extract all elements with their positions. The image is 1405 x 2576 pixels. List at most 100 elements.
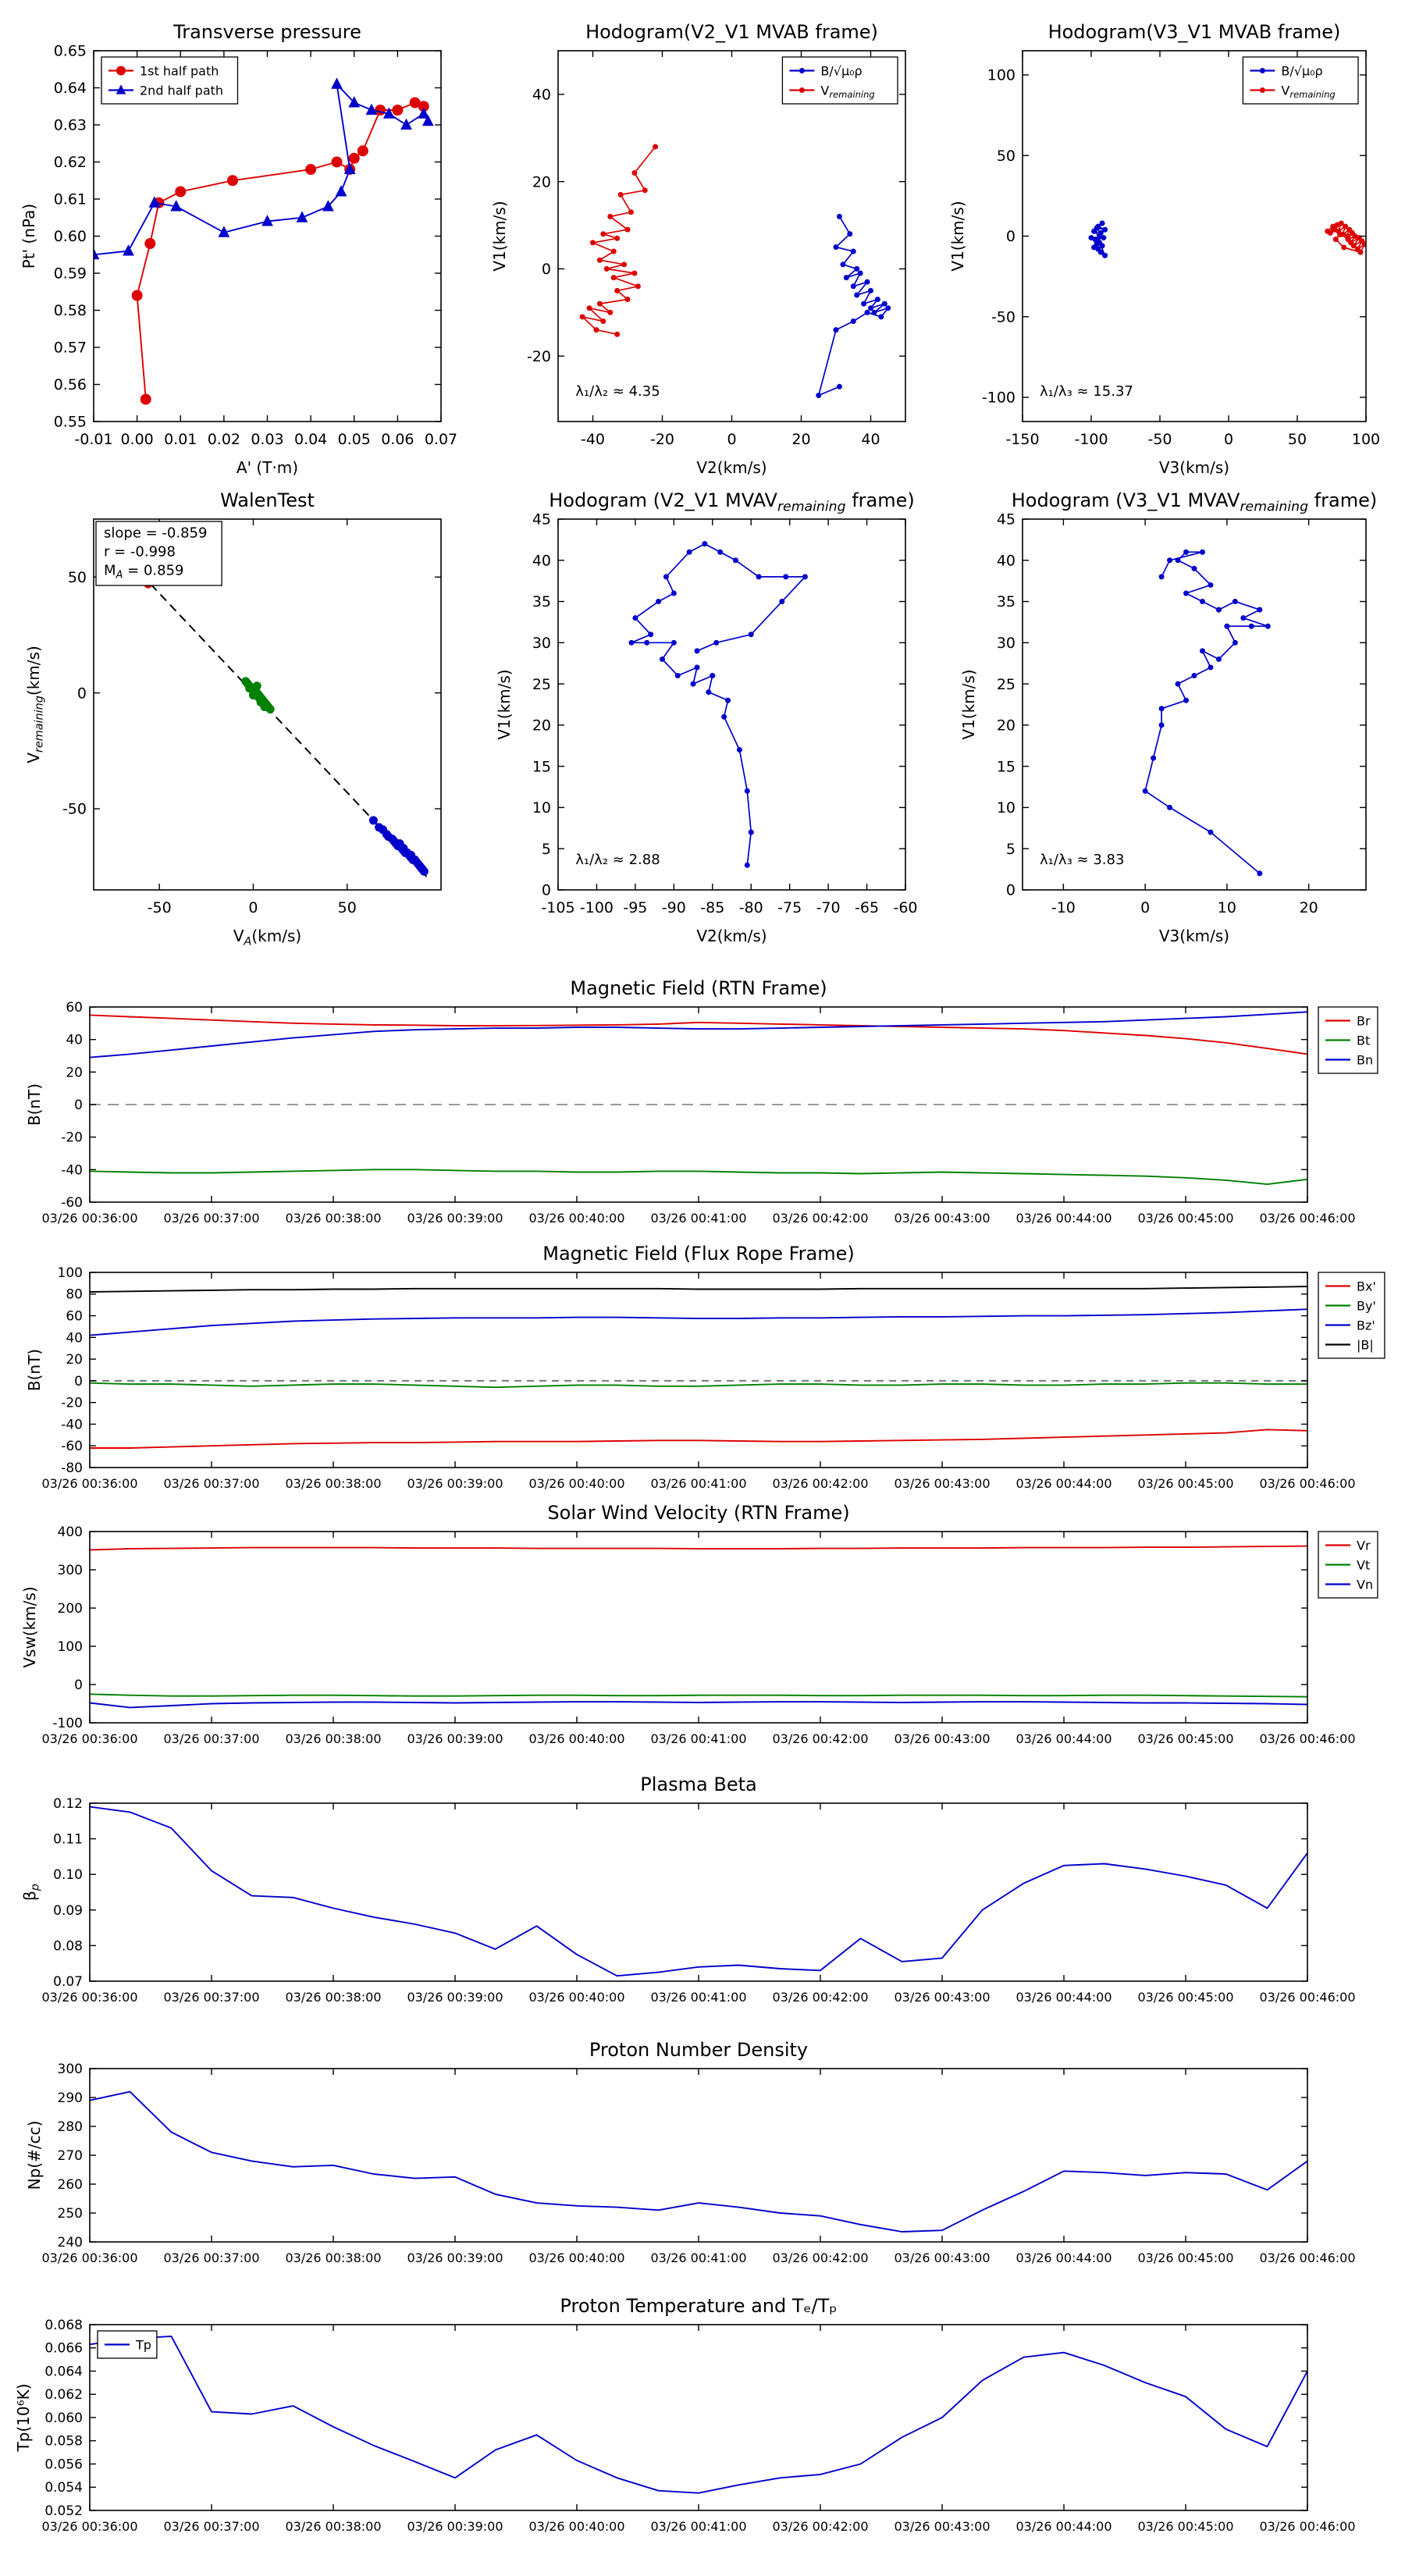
y-tick-label: 260 (58, 2177, 83, 2193)
series-Bn (90, 1011, 1307, 1059)
x-axis-label: VA(km/s) (233, 927, 301, 948)
y-tick-label: 270 (58, 2148, 83, 2164)
y-tick-label: -100 (982, 390, 1016, 407)
chart-title: Magnetic Field (RTN Frame) (570, 977, 827, 999)
eigenvalue-ratio-annotation: λ₁/λ₂ ≈ 4.35 (575, 383, 660, 400)
y-tick-label: 20 (997, 717, 1016, 735)
x-tick-label: 03/26 00:37:00 (163, 1731, 259, 1746)
x-tick-label: 03/26 00:45:00 (1137, 2250, 1233, 2265)
y-tick-label: 80 (66, 1287, 83, 1303)
fit-stat-line: slope = -0.859 (104, 525, 207, 541)
x-tick-label: 03/26 00:41:00 (650, 1731, 746, 1746)
x-tick-label: 03/26 00:41:00 (650, 2250, 746, 2265)
y-tick-label: 0.11 (53, 1832, 83, 1848)
x-tick-label: 03/26 00:36:00 (41, 1211, 137, 1226)
legend-label: Vremaining (820, 83, 874, 100)
y-tick-label: -60 (61, 1195, 83, 1211)
chart-title: Hodogram(V2_V1 MVAB frame) (585, 21, 878, 43)
x-axis-label: V3(km/s) (1159, 458, 1229, 477)
y-tick-label: 0.056 (44, 2457, 83, 2472)
chart-title: Plasma Beta (640, 1774, 756, 1795)
x-tick-label: 03/26 00:39:00 (407, 2519, 503, 2534)
eigenvalue-ratio-annotation: λ₁/λ₃ ≈ 3.83 (1040, 852, 1124, 868)
x-tick-label: -65 (855, 899, 879, 916)
chart-title: WalenTest (220, 489, 315, 511)
fit-stats-box: slope = -0.859 r = -0.998 MA = 0.859 (95, 521, 222, 586)
y-tick-label: 5 (1006, 841, 1016, 858)
y-tick-label: 0.09 (53, 1903, 83, 1919)
y-tick-label: 0.054 (44, 2480, 83, 2496)
x-tick-label: -20 (650, 431, 674, 448)
y-tick-label: 0.058 (44, 2434, 83, 2450)
y-tick-label: 0.63 (54, 117, 87, 134)
x-tick-label: 03/26 00:44:00 (1016, 2250, 1112, 2265)
x-tick-label: 03/26 00:42:00 (772, 1990, 868, 2005)
y-tick-label: 0.58 (54, 302, 87, 319)
x-tick-label: 50 (1288, 431, 1307, 448)
x-tick-label: 03/26 00:38:00 (285, 1211, 381, 1226)
x-tick-label: 03/26 00:36:00 (41, 1476, 137, 1491)
y-tick-label: 240 (58, 2235, 83, 2250)
chart-solar-wind-velocity: 03/26 00:36:00 03/26 00:37:00 03/26 00:38:… (4, 1489, 1405, 1789)
series-V1-V3-path (1142, 549, 1271, 877)
x-tick-label: 03/26 00:40:00 (528, 1731, 624, 1746)
x-tick-label: 03/26 00:44:00 (1016, 1211, 1112, 1226)
x-axis-label: V2(km/s) (696, 458, 767, 477)
series-Br (90, 1014, 1307, 1055)
series-s3 (368, 816, 429, 876)
chart-title: Hodogram(V3_V1 MVAB frame) (1048, 21, 1341, 43)
x-tick-label: -40 (581, 431, 605, 448)
series-s2 (241, 677, 275, 713)
x-tick-label: 0 (1224, 431, 1233, 448)
series-Vt (90, 1693, 1307, 1698)
x-tick-label: 0 (1140, 899, 1150, 916)
y-tick-label: 40 (997, 552, 1016, 569)
x-tick-label: 03/26 00:46:00 (1259, 1211, 1355, 1226)
x-tick-label: -100 (580, 899, 614, 916)
legend-label: Bn (1357, 1052, 1373, 1067)
legend-label: Bt (1357, 1033, 1370, 1048)
x-tick-label: 03/26 00:40:00 (528, 1476, 624, 1491)
y-tick-label: 35 (997, 593, 1016, 610)
y-tick-label: 0.052 (44, 2503, 83, 2519)
x-tick-label: -85 (700, 899, 724, 916)
y-tick-label: 30 (997, 635, 1016, 652)
x-tick-label: -10 (1051, 899, 1076, 916)
eigenvalue-ratio-annotation: λ₁/λ₃ ≈ 15.37 (1040, 383, 1133, 400)
x-tick-label: 03/26 00:43:00 (894, 1731, 990, 1746)
chart-hodogram-v3v1-mvab: -150 -100 -50 0 50 100 -100 -50 0 50 100 Hodogram(V… (937, 8, 1405, 488)
x-tick-label: 03/26 00:39:00 (407, 1731, 503, 1746)
legend-label: Br (1357, 1013, 1371, 1028)
chart-title: Hodogram (V2_V1 MVAVremaining frame) (549, 489, 915, 514)
legend: Vr Vt Vn (1318, 1531, 1378, 1599)
x-tick-label: 0.07 (425, 431, 457, 448)
y-tick-label: 200 (58, 1601, 83, 1617)
chart-title: Proton Number Density (589, 2039, 808, 2061)
x-tick-label: 03/26 00:42:00 (772, 2250, 868, 2265)
x-tick-label: 03/26 00:43:00 (894, 1990, 990, 2005)
series-By (90, 1382, 1307, 1389)
y-tick-label: 0.57 (54, 340, 87, 357)
x-tick-label: 03/26 00:39:00 (407, 1990, 503, 2005)
legend: 1st half path 2nd half path (101, 56, 239, 105)
x-tick-label: -100 (1074, 431, 1108, 448)
x-tick-label: -50 (148, 899, 172, 916)
x-tick-label: 03/26 00:42:00 (772, 1211, 868, 1226)
series-B (816, 213, 891, 398)
x-tick-label: 03/26 00:44:00 (1016, 1990, 1112, 2005)
x-tick-label: 03/26 00:44:00 (1016, 1731, 1112, 1746)
y-tick-label: 20 (66, 1352, 83, 1368)
y-tick-label: 45 (532, 511, 551, 528)
x-tick-label: 03/26 00:36:00 (41, 2250, 137, 2265)
x-tick-label: 03/26 00:43:00 (894, 2250, 990, 2265)
y-axis-label: βp (20, 1884, 41, 1901)
legend: B/√μ₀ρ Vremaining (1242, 56, 1359, 105)
y-tick-label: 30 (532, 635, 551, 652)
x-tick-label: 03/26 00:41:00 (650, 1990, 746, 2005)
x-tick-label: -75 (777, 899, 802, 916)
y-tick-label: 300 (58, 1563, 83, 1578)
legend-label: B/√μ₀ρ (820, 63, 862, 78)
x-tick-label: -90 (662, 899, 686, 916)
x-tick-label: -105 (541, 899, 574, 916)
series-Vn (90, 1701, 1307, 1709)
